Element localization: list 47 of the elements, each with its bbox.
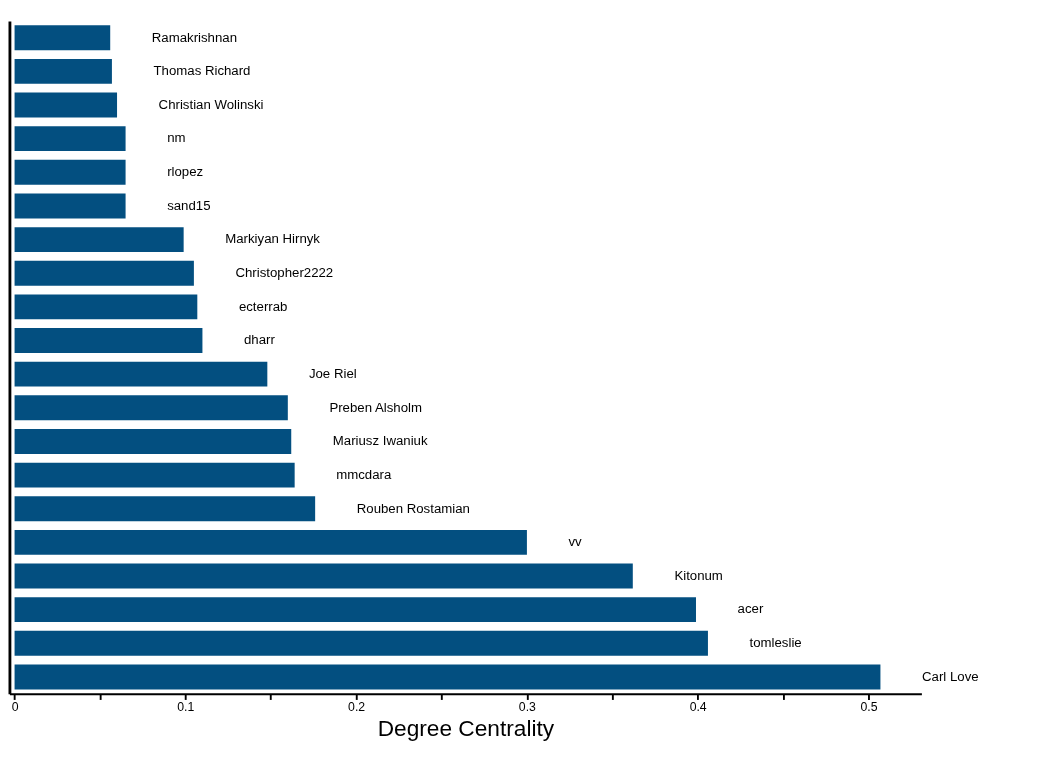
y-tick-label: dharr bbox=[244, 332, 276, 348]
bar bbox=[14, 664, 881, 690]
bar bbox=[14, 25, 111, 51]
y-tick-label: rlopez bbox=[167, 164, 204, 180]
bar bbox=[14, 395, 288, 421]
bar bbox=[14, 361, 268, 387]
bar bbox=[14, 260, 194, 286]
y-tick-label: ecterrab bbox=[238, 298, 288, 314]
x-tick-label: 0.3 bbox=[518, 700, 537, 715]
bar bbox=[14, 294, 198, 320]
x-tick-label: 0.1 bbox=[177, 700, 195, 715]
bar bbox=[14, 597, 696, 623]
y-tick-label: tomleslie bbox=[749, 635, 802, 651]
y-tick-label: Markiyan Hirnyk bbox=[225, 231, 321, 247]
y-tick-label: Christian Wolinski bbox=[158, 96, 264, 112]
bar bbox=[14, 630, 708, 656]
x-tick-label: 0 bbox=[11, 700, 19, 715]
bar bbox=[14, 159, 126, 185]
x-axis-title: Degree Centrality bbox=[377, 714, 555, 741]
bar bbox=[14, 563, 633, 589]
y-tick-label: mmcdara bbox=[336, 466, 392, 482]
bar bbox=[14, 429, 292, 454]
y-tick-label: Kitonum bbox=[674, 567, 723, 583]
x-tick-label: 0.5 bbox=[860, 700, 878, 715]
x-tick-label: 0.4 bbox=[689, 700, 707, 715]
y-tick-label: sand15 bbox=[167, 197, 211, 213]
bar bbox=[14, 496, 316, 522]
bar bbox=[14, 193, 126, 219]
y-tick-label: acer bbox=[737, 601, 764, 617]
y-tick-label: Rouben Rostamian bbox=[356, 500, 470, 516]
bar bbox=[14, 227, 184, 253]
y-tick-label: vv bbox=[568, 534, 583, 550]
y-tick-label: Preben Alsholm bbox=[329, 399, 422, 415]
y-tick-label: Thomas Richard bbox=[153, 63, 251, 79]
y-tick-label: Joe Riel bbox=[308, 365, 357, 381]
bar bbox=[14, 462, 295, 488]
y-tick-label: Ramakrishnan bbox=[151, 29, 238, 45]
bar bbox=[14, 58, 112, 84]
bar bbox=[14, 328, 203, 353]
y-tick-label: Christopher2222 bbox=[235, 265, 334, 281]
y-tick-label: nm bbox=[167, 130, 186, 146]
bar bbox=[14, 529, 527, 555]
y-tick-label: Carl Love bbox=[922, 668, 979, 684]
bar bbox=[14, 126, 126, 152]
x-tick-label: 0.2 bbox=[348, 700, 366, 715]
bar bbox=[14, 92, 118, 118]
y-tick-label: Mariusz Iwaniuk bbox=[332, 433, 428, 449]
